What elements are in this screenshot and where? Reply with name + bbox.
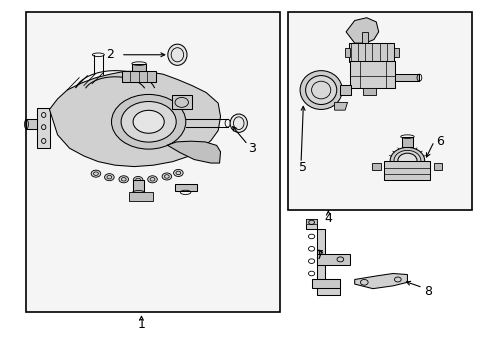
Text: 3: 3: [248, 142, 256, 155]
Text: 7: 7: [316, 249, 324, 262]
Polygon shape: [372, 163, 380, 171]
Polygon shape: [401, 136, 412, 147]
Polygon shape: [175, 184, 196, 190]
Ellipse shape: [393, 150, 420, 171]
Polygon shape: [49, 71, 220, 167]
Polygon shape: [37, 108, 50, 148]
Ellipse shape: [111, 94, 185, 149]
Polygon shape: [345, 48, 349, 57]
Ellipse shape: [300, 71, 342, 109]
Polygon shape: [166, 141, 220, 163]
Text: 1: 1: [137, 318, 145, 331]
Polygon shape: [26, 119, 37, 129]
Bar: [349, 61, 395, 88]
Polygon shape: [129, 192, 153, 201]
Ellipse shape: [91, 170, 101, 177]
Ellipse shape: [162, 173, 171, 180]
Polygon shape: [334, 102, 347, 110]
Polygon shape: [133, 180, 143, 192]
Polygon shape: [132, 64, 146, 71]
Polygon shape: [305, 219, 317, 224]
Polygon shape: [394, 48, 399, 57]
Bar: [287, 13, 471, 210]
Polygon shape: [384, 161, 429, 180]
Ellipse shape: [133, 110, 164, 133]
Polygon shape: [305, 219, 340, 294]
Bar: [348, 44, 394, 62]
Text: 5: 5: [298, 161, 306, 174]
Polygon shape: [346, 18, 378, 43]
Text: 2: 2: [106, 48, 114, 61]
Ellipse shape: [104, 174, 114, 181]
Ellipse shape: [230, 114, 247, 132]
Ellipse shape: [397, 153, 416, 168]
Ellipse shape: [119, 176, 128, 183]
Polygon shape: [395, 74, 419, 81]
Bar: [27, 13, 279, 312]
Polygon shape: [171, 95, 191, 109]
Polygon shape: [363, 88, 376, 95]
Polygon shape: [354, 274, 407, 289]
Ellipse shape: [173, 170, 183, 176]
Polygon shape: [311, 279, 340, 288]
Polygon shape: [340, 85, 350, 95]
Ellipse shape: [305, 76, 336, 104]
Polygon shape: [122, 71, 156, 82]
Bar: [26, 13, 280, 312]
Text: 8: 8: [424, 285, 431, 298]
Bar: [288, 13, 470, 209]
Ellipse shape: [389, 147, 424, 174]
Text: 6: 6: [435, 135, 443, 148]
Ellipse shape: [121, 102, 176, 142]
Ellipse shape: [147, 176, 157, 183]
Polygon shape: [433, 163, 442, 171]
Polygon shape: [317, 254, 349, 265]
Ellipse shape: [133, 176, 142, 184]
Polygon shape: [361, 32, 367, 43]
Text: 4: 4: [324, 212, 332, 225]
Ellipse shape: [167, 44, 186, 66]
